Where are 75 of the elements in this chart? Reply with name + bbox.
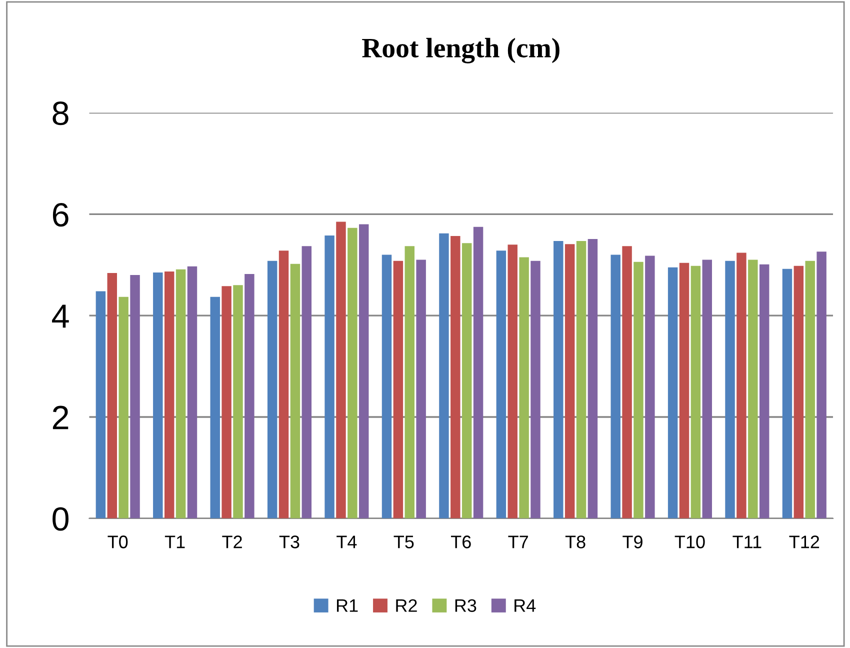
bar [554,241,564,518]
bar [130,275,140,518]
bar [794,266,804,518]
bar [679,262,690,518]
bar [278,250,289,518]
bar [267,260,278,518]
x-tick-label: T2 [222,536,242,548]
bar [508,244,518,518]
x-tick-label: T3 [279,536,300,548]
x-tick-label: T7 [508,536,528,548]
legend-label: R1 [336,599,358,612]
y-tick-label: 8 [52,102,68,126]
bar [610,254,620,518]
bar [164,271,174,518]
bar [782,268,792,518]
bar [462,243,472,518]
bar [118,296,128,518]
x-tick-label: T6 [450,536,471,548]
bar [473,226,484,518]
bar [759,264,770,518]
bar [393,260,404,518]
bar [702,260,712,518]
x-tick-label: T4 [336,536,357,548]
bar [244,274,254,518]
bar [153,272,163,518]
x-tick-label: T10 [674,536,705,548]
y-tick-label: 4 [52,304,69,328]
bar [668,267,678,518]
x-tick-label: T12 [789,536,820,548]
bar [564,244,575,518]
legend-label: R3 [455,599,476,612]
bar [748,260,758,518]
x-tick-label: T11 [732,536,762,548]
y-tick-label: 6 [52,202,68,227]
bar [816,252,826,518]
bar [96,291,106,518]
bar [519,257,529,518]
y-tick-label: 0 [52,507,69,531]
bar [450,236,460,518]
bar [348,228,358,518]
bar [187,266,198,518]
x-tick-label: T0 [108,536,128,548]
bar [404,246,414,518]
bar [588,239,598,518]
bar [290,264,300,518]
bar [805,260,815,518]
bar [302,246,312,518]
bar [496,250,506,518]
legend-label: R4 [514,599,536,612]
bar [416,260,426,518]
y-tick-label: 2 [52,406,68,430]
bar [725,260,735,518]
bar [210,296,220,518]
bar [336,222,346,518]
bar [645,256,655,518]
chart-title: Root length (cm) [362,38,560,64]
bar [690,266,701,518]
bar [530,260,540,518]
bar [736,252,746,518]
bar [324,235,334,518]
x-tick-label: T5 [394,536,414,548]
bar [439,233,449,518]
bar [176,269,186,518]
bar [359,224,369,518]
bar [576,241,586,518]
bar [107,272,117,518]
bar [233,285,243,518]
bar [222,286,232,518]
x-tick-label: T9 [622,536,642,548]
bar [622,246,632,518]
bar [382,254,392,518]
bar [634,262,644,518]
x-tick-label: T8 [565,536,586,548]
x-tick-label: T1 [164,536,185,548]
legend-label: R2 [396,599,417,612]
